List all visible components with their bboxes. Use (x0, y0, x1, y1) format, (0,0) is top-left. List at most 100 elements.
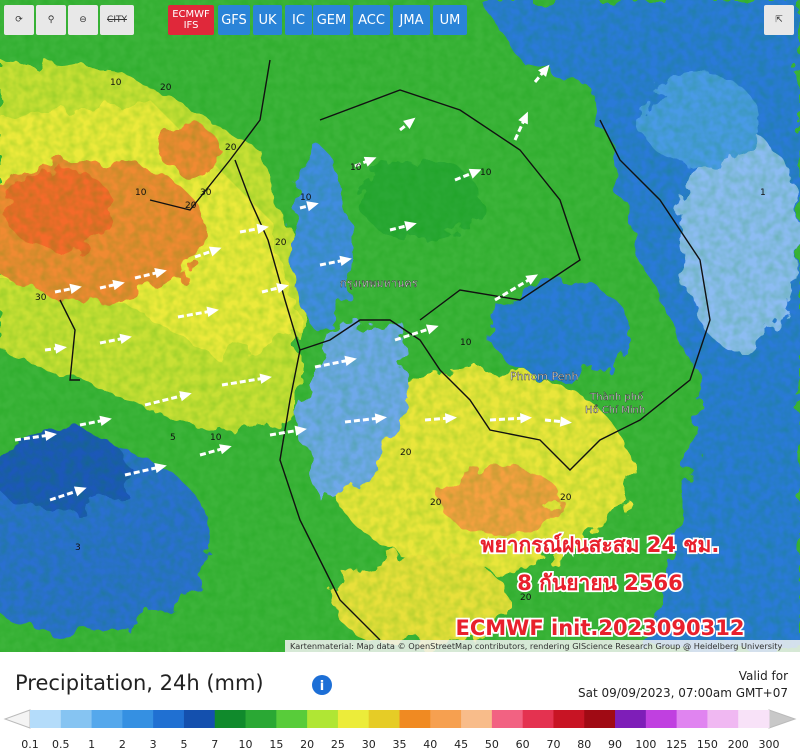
wind-arrow (124, 465, 161, 477)
contour-label: 3 (75, 543, 81, 553)
legend-color (707, 710, 739, 728)
contour-label: 20 (560, 493, 572, 503)
wind-arrow (54, 286, 76, 294)
wind-arrow (221, 376, 266, 387)
zoom-button[interactable]: ⊖ (68, 5, 98, 35)
legend-tick-label: 10 (239, 738, 253, 751)
legend-color (738, 710, 770, 728)
legend-color (245, 710, 277, 728)
contour-label: 20 (275, 238, 287, 248)
wind-arrow-head (256, 223, 269, 234)
model-label: IC (292, 12, 305, 28)
legend-tick-label: 25 (331, 738, 345, 751)
model-button[interactable]: UM (433, 5, 467, 35)
legend-tick-label: 100 (635, 738, 656, 751)
legend-color (461, 710, 493, 728)
wind-arrow-head (208, 246, 222, 257)
legend-color (183, 710, 216, 728)
legend-color (615, 710, 647, 728)
attribution: Kartenmaterial: Map data © OpenStreetMap… (290, 641, 782, 651)
model-button[interactable]: ECMWF IFS (168, 5, 214, 35)
legend-color (430, 710, 462, 728)
model-label: UK (258, 12, 277, 28)
wind-arrow (261, 285, 283, 294)
model-button[interactable]: UK (253, 5, 282, 35)
wind-arrow-head (538, 64, 550, 77)
model-button[interactable]: JMA (393, 5, 430, 35)
wind-arrow-head (69, 283, 82, 295)
model-button[interactable]: GEM (313, 5, 350, 35)
contour-label: 20 (225, 143, 237, 153)
model-button[interactable]: ACC (353, 5, 390, 35)
legend-arrow-left (3, 709, 31, 729)
legend-tick-label: 15 (269, 738, 283, 751)
model-label: GFS (221, 12, 247, 28)
model-button[interactable]: GFS (218, 5, 250, 35)
legend-color (153, 710, 185, 728)
legend-tick-label: 5 (180, 738, 187, 751)
wind-arrow-head (468, 168, 482, 179)
wind-arrow-head (374, 413, 387, 424)
legend-tick-label: 150 (697, 738, 718, 751)
legend-tick-label: 7 (211, 738, 218, 751)
wind-arrow-head (518, 111, 528, 125)
wind-arrow (269, 428, 301, 437)
wind-arrow (177, 309, 213, 319)
legend-tick-label: 3 (150, 738, 157, 751)
wind-arrow-head (294, 425, 307, 436)
contour-label: 10 (210, 433, 222, 443)
legend-arrow-right (768, 709, 797, 729)
info-icon[interactable] (312, 675, 332, 695)
wind-arrow-head (306, 201, 319, 212)
wind-arrow-head (119, 333, 132, 345)
valid-time: Sat 09/09/2023, 07:00am GMT+07 (578, 686, 788, 700)
wind-arrow (144, 393, 186, 407)
contour-label: 10 (460, 338, 472, 348)
legend-color (276, 710, 308, 728)
wind-arrow-head (44, 430, 57, 441)
wind-arrow (489, 416, 526, 422)
forecast-overlay: พยากรณ์ฝนสะสม 24 ชม. 8 กันยายน 2566 ECMWF … (454, 531, 746, 642)
wind-arrow-head (73, 486, 87, 497)
legend-color (676, 710, 708, 728)
contour-label: 1 (760, 188, 766, 198)
contour-label: 20 (185, 201, 197, 211)
place-label: Hồ Chí Minh (585, 404, 645, 416)
location-button[interactable]: ⚲ (36, 5, 66, 35)
wind-arrow (99, 282, 119, 290)
wind-arrow-head (520, 413, 532, 424)
model-button[interactable]: IC (285, 5, 312, 35)
wind-arrow-head (219, 444, 232, 455)
valid-label: Valid for (739, 669, 788, 683)
wind-arrow-head (276, 283, 289, 294)
contour-label: 10 (135, 188, 147, 198)
wind-arrow-head (112, 279, 125, 291)
model-label: GEM (316, 12, 347, 28)
wind-arrow-head (154, 268, 167, 279)
wind-arrow (49, 488, 81, 502)
legend-color (60, 710, 93, 728)
share-button[interactable]: ⇱ (764, 5, 794, 35)
wind-arrow-head (99, 415, 112, 427)
refresh-button[interactable]: ⟳ (4, 5, 34, 35)
wind-arrow-head (339, 255, 352, 267)
contour-label: 30 (35, 293, 47, 303)
contour-label: 30 (200, 188, 212, 198)
legend-color (30, 710, 62, 728)
attribution-bg (285, 640, 800, 652)
contour-label: 20 (520, 593, 532, 603)
info-i: i (320, 679, 324, 694)
legend-panel: Precipitation, 24h (mm) i Valid for Sat … (0, 652, 800, 752)
legend-tick-label: 1 (88, 738, 95, 751)
wind-arrow-head (154, 462, 167, 474)
contour-label: 10 (480, 168, 492, 178)
wind-arrow-head (559, 416, 572, 427)
legend-tick-label: 20 (300, 738, 314, 751)
wind-arrow (314, 358, 351, 369)
model-label: ACC (358, 12, 385, 28)
wind-arrow-head (259, 373, 272, 384)
city-button[interactable]: CITY (100, 5, 134, 35)
wind-arrow-head (444, 413, 457, 424)
